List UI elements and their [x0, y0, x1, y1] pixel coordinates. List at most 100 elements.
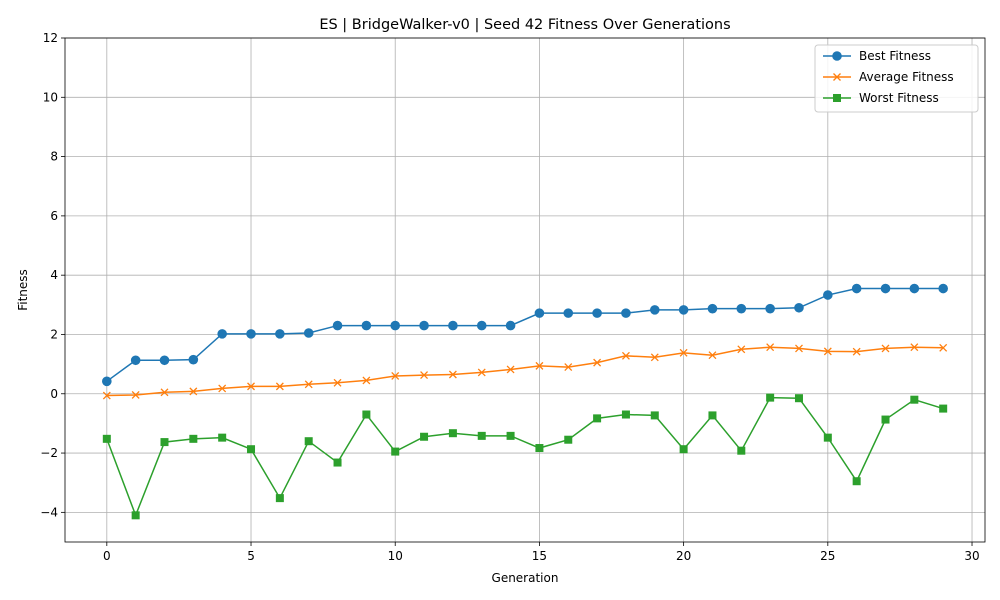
best-fitness-point [476, 320, 487, 331]
worst-fitness-point [679, 445, 688, 454]
worst-fitness-point [218, 433, 227, 442]
legend-label: Best Fitness [859, 49, 931, 63]
legend: Best Fitness Average Fitness Worst Fitness [814, 44, 979, 113]
x-axis-label: Generation [492, 571, 559, 585]
x-tick-label: 30 [964, 549, 979, 563]
best-fitness-point [880, 283, 891, 294]
best-fitness-point [851, 283, 862, 294]
worst-fitness-point [333, 458, 342, 467]
average-fitness-point [102, 391, 111, 400]
x-tick-label: 25 [820, 549, 835, 563]
worst-fitness-point [477, 431, 486, 440]
best-fitness-point [765, 303, 775, 314]
average-fitness-point [247, 382, 255, 391]
worst-fitness-point [564, 435, 573, 444]
y-tick-label: 10 [43, 90, 58, 104]
worst-fitness-point [131, 511, 140, 520]
best-fitness-series [102, 283, 948, 387]
worst-fitness-point [910, 395, 919, 404]
average-fitness-point [593, 358, 602, 367]
worst-fitness-point [275, 494, 284, 503]
worst-fitness-point [391, 447, 400, 456]
average-fitness-point [766, 343, 775, 352]
x-tick-label: 20 [676, 549, 691, 563]
y-tick-label: 4 [50, 268, 58, 282]
average-fitness-point [218, 384, 227, 393]
legend-marker [833, 73, 841, 81]
average-fitness-point [852, 347, 861, 356]
x-tick-label: 5 [247, 549, 255, 563]
legend-box [814, 44, 979, 113]
average-fitness-point [679, 348, 688, 357]
best-fitness-point [303, 328, 314, 338]
average-fitness-point [650, 353, 659, 362]
average-fitness-point [910, 343, 919, 352]
worst-fitness-line [106, 396, 944, 518]
best-fitness-point [419, 320, 429, 331]
worst-fitness-point [189, 434, 198, 443]
best-fitness-point [707, 303, 718, 314]
x-tick-label: 15 [532, 549, 547, 563]
y-tick-label: 6 [50, 209, 58, 223]
average-fitness-point [535, 361, 544, 370]
best-fitness-point [130, 355, 141, 366]
worst-fitness-point [621, 410, 630, 419]
chart-title: ES | BridgeWalker-v0 | Seed 42 Fitness O… [319, 17, 730, 33]
y-axis-label: Fitness [16, 269, 30, 311]
average-fitness-point [477, 368, 486, 377]
average-fitness-line [106, 346, 944, 397]
best-fitness-point [102, 376, 112, 387]
average-fitness-point [708, 351, 717, 360]
best-fitness-point [246, 329, 256, 339]
average-fitness-point [131, 390, 140, 399]
average-fitness-series [102, 343, 948, 400]
best-fitness-point [794, 302, 804, 313]
worst-fitness-point [737, 446, 746, 455]
average-fitness-point [420, 371, 429, 380]
x-tick-label: 0 [103, 549, 111, 563]
best-fitness-point [159, 355, 170, 366]
average-fitness-point [506, 365, 515, 374]
legend-item-best-fitness: Best Fitness [823, 49, 931, 63]
best-fitness-point [217, 329, 227, 339]
y-tick-label: −2 [40, 446, 58, 460]
average-fitness-point [391, 372, 400, 380]
best-fitness-point [736, 303, 747, 314]
worst-fitness-point [448, 429, 457, 438]
best-fitness-point [332, 320, 343, 331]
best-fitness-point [909, 283, 920, 294]
worst-fitness-point [939, 404, 948, 413]
worst-fitness-point [362, 410, 371, 419]
y-tick-label: −4 [40, 505, 58, 519]
legend-item-average-fitness: Average Fitness [823, 70, 954, 84]
series-layer [102, 283, 948, 520]
best-fitness-point [592, 308, 602, 318]
average-fitness-point [823, 347, 832, 356]
worst-fitness-point [794, 394, 803, 403]
worst-fitness-point [852, 477, 861, 486]
best-fitness-point [823, 290, 833, 300]
best-fitness-line [106, 287, 944, 382]
best-fitness-point [534, 308, 545, 318]
x-tick-label: 10 [388, 549, 403, 563]
worst-fitness-point [708, 411, 717, 420]
worst-fitness-point [823, 433, 832, 442]
worst-fitness-point [593, 414, 602, 423]
average-fitness-point [621, 351, 630, 360]
average-fitness-point [939, 343, 948, 352]
worst-fitness-point [247, 445, 256, 454]
average-fitness-point [333, 378, 342, 387]
worst-fitness-point [650, 411, 659, 420]
best-fitness-point [563, 308, 574, 318]
legend-label: Average Fitness [859, 70, 954, 84]
average-fitness-point [795, 344, 803, 353]
y-tick-label: 2 [50, 327, 58, 341]
average-fitness-point [564, 363, 573, 372]
average-fitness-point [304, 380, 313, 389]
worst-fitness-point [535, 444, 544, 453]
legend-marker [833, 94, 841, 102]
worst-fitness-point [420, 432, 429, 441]
legend-item-worst-fitness: Worst Fitness [823, 91, 939, 105]
best-fitness-point [649, 305, 660, 315]
